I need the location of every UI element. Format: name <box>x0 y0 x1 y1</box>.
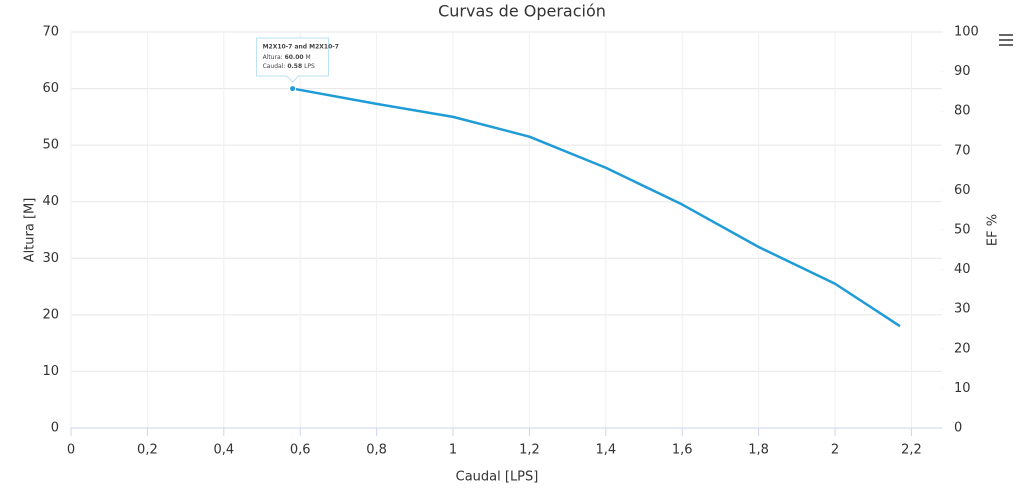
y-tick-label: 40 <box>42 194 59 209</box>
y2-axis-label: EF % <box>986 214 1001 246</box>
y2-tick-label: 70 <box>954 143 971 158</box>
y-tick-label: 10 <box>42 364 59 379</box>
y2-tick-label: 50 <box>954 223 971 238</box>
x-tick-label: 1,6 <box>672 443 693 458</box>
series-line <box>292 87 901 328</box>
y2-tick-label: 20 <box>954 341 971 356</box>
tooltip-line: Caudal: 0.58 LPS <box>263 63 315 70</box>
y2-tick-label: 60 <box>954 183 971 198</box>
tooltip-value: 0.58 <box>287 63 302 70</box>
x-tick-label: 0,2 <box>137 443 158 458</box>
x-tick-label: 2,2 <box>901 443 922 458</box>
y2-tick-label: 90 <box>954 64 971 79</box>
y2-tick-label: 10 <box>954 381 971 396</box>
x-tick-label: 1 <box>449 443 457 458</box>
x-axis-label: Caudal [LPS] <box>456 470 539 485</box>
menu-button[interactable] <box>999 34 1013 46</box>
tooltip-unit: M <box>305 54 310 61</box>
y-tick-label: 60 <box>42 81 59 96</box>
x-tick-label: 0,4 <box>213 443 234 458</box>
x-tick-label: 0,8 <box>366 443 387 458</box>
x-tick-label: 1,4 <box>595 443 616 458</box>
tooltip-unit: LPS <box>304 63 315 70</box>
tooltip-line: Altura: 60.00 M <box>263 54 311 61</box>
hover-marker <box>289 85 297 93</box>
tooltip: M2X10-7 and M2X10-7 Altura: 60.00 M Caudal… <box>256 37 339 83</box>
y-tick-label: 30 <box>42 251 59 266</box>
tooltip-label: Altura: <box>263 54 283 61</box>
y-tick-label: 20 <box>42 307 59 322</box>
y-tick-label: 50 <box>42 138 59 153</box>
y2-tick-label: 0 <box>954 421 962 436</box>
y2-tick-label: 40 <box>954 262 971 277</box>
y-axis-label: Altura [M] <box>23 198 38 263</box>
y-tick-label: 70 <box>42 25 59 40</box>
tooltip-label: Caudal: <box>263 63 286 70</box>
tooltip-header: M2X10-7 and M2X10-7 <box>263 44 339 51</box>
x-tick-label: 2 <box>831 443 839 458</box>
tooltip-value: 60.00 <box>285 54 304 61</box>
chart-title: Curvas de Operación <box>438 2 606 21</box>
y2-tick-label: 80 <box>954 104 971 119</box>
x-tick-label: 1,8 <box>748 443 769 458</box>
y2-tick-label: 100 <box>954 25 979 40</box>
y-tick-label: 0 <box>51 421 59 436</box>
x-tick-label: 0,6 <box>290 443 311 458</box>
x-tick-label: 1,2 <box>519 443 540 458</box>
x-tick-label: 0 <box>67 443 75 458</box>
y2-tick-label: 30 <box>954 302 971 317</box>
tooltip-box <box>256 37 330 83</box>
